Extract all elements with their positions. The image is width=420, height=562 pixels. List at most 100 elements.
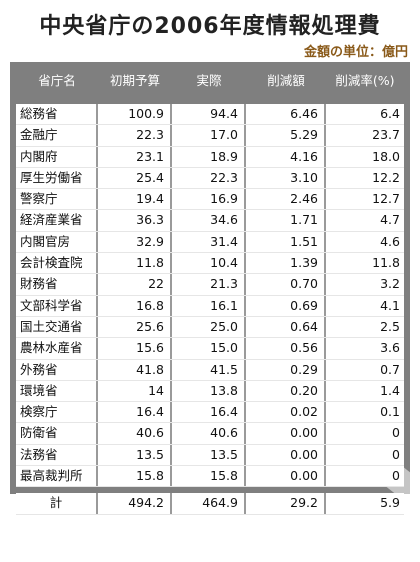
reduction-rate-cell: 4.6 <box>326 231 404 253</box>
initial-budget-cell: 40.6 <box>98 423 172 444</box>
table-body: 総務省 100.9 94.4 6.46 6.4 金融庁 22.3 17.0 5.29 23.7 内閣… <box>16 104 404 515</box>
table-panel: 省庁名 初期予算 実際 削減額 削減率(%) 総務省 100.9 94.4 6.46 6… <box>10 62 420 562</box>
column-header-agency: 省庁名 <box>38 73 76 88</box>
agency-cell: 最高裁判所 <box>16 466 98 487</box>
reduction-rate-cell: 0.1 <box>326 402 404 423</box>
reduction-cell: 0.00 <box>246 444 326 466</box>
agency-cell: 総務省 <box>16 104 98 125</box>
agency-cell: 国土交通省 <box>16 316 98 338</box>
table-row: 会計検査院 11.8 10.4 1.39 11.8 <box>16 253 404 275</box>
column-header-initial-budget: 初期予算 <box>109 73 160 88</box>
agency-cell: 環境省 <box>16 380 98 402</box>
agency-cell: 防衛省 <box>16 423 98 444</box>
initial-budget-cell: 25.6 <box>98 316 172 338</box>
reduction-cell: 1.51 <box>246 231 326 253</box>
initial-budget-cell: 25.4 <box>98 167 172 189</box>
reduction-cell: 2.46 <box>246 189 326 210</box>
table-row: 最高裁判所 15.8 15.8 0.00 0 <box>16 466 404 488</box>
reduction-cell: 1.39 <box>246 253 326 274</box>
table-row: 国土交通省 25.6 25.0 0.64 2.5 <box>16 316 404 339</box>
agency-cell: 農林水産省 <box>16 338 98 359</box>
table-row: 財務省 22 21.3 0.70 3.2 <box>16 274 404 296</box>
agency-cell: 金融庁 <box>16 125 98 146</box>
reduction-rate-cell: 3.6 <box>326 338 404 359</box>
reduction-rate-cell: 6.4 <box>326 104 404 125</box>
initial-budget-cell: 32.9 <box>98 231 172 253</box>
initial-budget-cell: 41.8 <box>98 359 172 380</box>
unit-note: 金額の単位：億円 <box>303 45 408 60</box>
reduction-rate-cell: 2.5 <box>326 316 404 338</box>
actual-cell: 15.8 <box>172 466 246 487</box>
initial-budget-cell: 16.8 <box>98 295 172 316</box>
table-row: 環境省 14 13.8 0.20 1.4 <box>16 380 404 403</box>
column-header-actual: 実際 <box>196 73 222 88</box>
table-row: 警察庁 19.4 16.9 2.46 12.7 <box>16 189 404 211</box>
reduction-cell: 0.20 <box>246 380 326 402</box>
agency-cell: 厚生労働省 <box>16 167 98 189</box>
actual-cell: 464.9 <box>172 493 246 514</box>
reduction-cell: 0.29 <box>246 359 326 380</box>
actual-cell: 25.0 <box>172 316 246 338</box>
reduction-cell: 0.02 <box>246 402 326 423</box>
agency-cell: 経済産業省 <box>16 210 98 231</box>
reduction-cell: 29.2 <box>246 493 326 514</box>
agency-cell: 警察庁 <box>16 189 98 210</box>
reduction-cell: 0.00 <box>246 466 326 487</box>
initial-budget-cell: 15.8 <box>98 466 172 487</box>
initial-budget-cell: 16.4 <box>98 402 172 423</box>
reduction-rate-cell: 1.4 <box>326 380 404 402</box>
reduction-rate-cell: 3.2 <box>326 274 404 295</box>
actual-cell: 13.5 <box>172 444 246 466</box>
reduction-rate-cell: 0 <box>326 423 404 444</box>
reduction-cell: 0.00 <box>246 423 326 444</box>
table-row: 防衛省 40.6 40.6 0.00 0 <box>16 423 404 445</box>
reduction-rate-cell: 4.1 <box>326 295 404 316</box>
actual-cell: 94.4 <box>172 104 246 125</box>
reduction-cell: 0.69 <box>246 295 326 316</box>
table-row: 検察庁 16.4 16.4 0.02 0.1 <box>16 402 404 424</box>
initial-budget-cell: 100.9 <box>98 104 172 125</box>
agency-cell: 法務省 <box>16 444 98 466</box>
actual-cell: 22.3 <box>172 167 246 189</box>
reduction-rate-cell: 23.7 <box>326 125 404 146</box>
reduction-rate-cell: 0 <box>326 444 404 466</box>
table-row: 法務省 13.5 13.5 0.00 0 <box>16 444 404 467</box>
agency-cell: 内閣官房 <box>16 231 98 253</box>
reduction-rate-cell: 5.9 <box>326 493 404 514</box>
initial-budget-cell: 19.4 <box>98 189 172 210</box>
table-row: 農林水産省 15.6 15.0 0.56 3.6 <box>16 338 404 360</box>
actual-cell: 17.0 <box>172 125 246 146</box>
initial-budget-cell: 22.3 <box>98 125 172 146</box>
agency-cell: 検察庁 <box>16 402 98 423</box>
reduction-cell: 5.29 <box>246 125 326 146</box>
initial-budget-cell: 36.3 <box>98 210 172 231</box>
reduction-cell: 0.64 <box>246 316 326 338</box>
agency-cell: 内閣府 <box>16 146 98 167</box>
reduction-cell: 0.70 <box>246 274 326 295</box>
reduction-rate-cell: 12.2 <box>326 167 404 189</box>
table-header: 省庁名 初期予算 実際 削減額 削減率(%) <box>16 68 404 94</box>
actual-cell: 34.6 <box>172 210 246 231</box>
initial-budget-cell: 13.5 <box>98 444 172 466</box>
agency-cell: 計 <box>16 493 98 514</box>
agency-cell: 会計検査院 <box>16 253 98 274</box>
initial-budget-cell: 494.2 <box>98 493 172 514</box>
column-header-reduction-rate: 削減率(%) <box>335 73 395 88</box>
initial-budget-cell: 22 <box>98 274 172 295</box>
reduction-rate-cell: 0.7 <box>326 359 404 380</box>
column-header-reduction: 削減額 <box>267 73 305 88</box>
actual-cell: 10.4 <box>172 253 246 274</box>
actual-cell: 31.4 <box>172 231 246 253</box>
actual-cell: 16.9 <box>172 189 246 210</box>
table-row: 総務省 100.9 94.4 6.46 6.4 <box>16 104 404 126</box>
reduction-rate-cell: 11.8 <box>326 253 404 274</box>
agency-cell: 財務省 <box>16 274 98 295</box>
table-row: 文部科学省 16.8 16.1 0.69 4.1 <box>16 295 404 317</box>
table-row: 金融庁 22.3 17.0 5.29 23.7 <box>16 125 404 147</box>
table-row: 外務省 41.8 41.5 0.29 0.7 <box>16 359 404 381</box>
actual-cell: 16.4 <box>172 402 246 423</box>
reduction-rate-cell: 18.0 <box>326 146 404 167</box>
agency-cell: 外務省 <box>16 359 98 380</box>
actual-cell: 15.0 <box>172 338 246 359</box>
table-row: 厚生労働省 25.4 22.3 3.10 12.2 <box>16 167 404 190</box>
